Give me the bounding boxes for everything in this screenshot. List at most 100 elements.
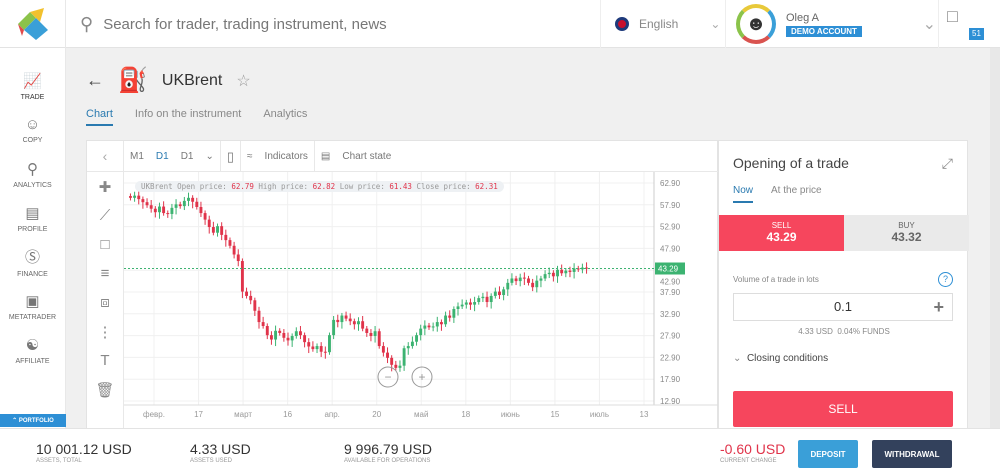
- tab-at-price[interactable]: At the price: [771, 185, 822, 196]
- candle: [220, 226, 224, 235]
- crosshair-icon[interactable]: ✚: [98, 178, 112, 196]
- rectangle-tool-icon[interactable]: □: [100, 236, 110, 253]
- candle: [166, 213, 170, 215]
- candle: [448, 315, 452, 318]
- language-selector[interactable]: English ⌄: [600, 0, 726, 48]
- text-tool-icon[interactable]: T: [100, 352, 110, 369]
- candle: [261, 322, 265, 327]
- candle: [427, 325, 431, 328]
- candle: [547, 272, 551, 275]
- candle: [319, 346, 323, 352]
- plus-icon[interactable]: +: [933, 297, 944, 317]
- candle: [344, 315, 348, 319]
- fibonacci-tool-icon[interactable]: ⧈: [100, 294, 110, 311]
- candle: [207, 219, 211, 228]
- chart-panel: ‹ M1 D1 D1 ⌄ ▯ ≈ Indicators ▤ Chart state ✚…: [86, 140, 719, 430]
- candle: [158, 206, 161, 213]
- person-icon: ☺: [24, 116, 41, 133]
- timeframe-d1[interactable]: D1: [155, 150, 169, 162]
- volume-cost: 4.33 USD 0.04% FUNDS: [719, 327, 969, 336]
- chart-state-button[interactable]: Chart state: [342, 150, 392, 162]
- deposit-button[interactable]: DEPOSIT: [798, 440, 858, 468]
- candle: [137, 195, 141, 200]
- search-input[interactable]: Search for trader, trading instrument, n…: [103, 16, 387, 33]
- instrument-header: ← ⛽ UKBrent ☆: [86, 66, 251, 95]
- uk-flag-icon: [615, 17, 629, 31]
- sidebar-item-metatrader[interactable]: ▣ METATRADER: [0, 284, 65, 328]
- withdrawal-button[interactable]: WITHDRAWAL: [872, 440, 952, 468]
- x-tick-label: июль: [590, 410, 609, 419]
- x-tick-label: июнь: [501, 410, 520, 419]
- chevron-down-icon: ⌄: [710, 17, 721, 31]
- sidebar-item-profile[interactable]: ▤ PROFILE: [0, 196, 65, 240]
- candle: [543, 274, 547, 279]
- footer: 10 001.12 USD ASSETS, TOTAL 4.33 USD ASSET…: [0, 428, 1000, 475]
- tab-now[interactable]: Now: [733, 185, 754, 203]
- star-icon[interactable]: ☆: [236, 72, 251, 90]
- candle: [129, 196, 132, 198]
- candle: [485, 296, 489, 303]
- sidebar-item-affiliate[interactable]: ☯ AFFILIATE: [0, 328, 65, 372]
- sell-button[interactable]: SELL: [733, 391, 953, 427]
- indicators-icon: ≈: [247, 150, 253, 162]
- sidebar-item-copy[interactable]: ☺ COPY: [0, 108, 65, 152]
- sidebar-item-trade[interactable]: 📈 TRADE: [0, 64, 65, 108]
- pattern-tool-icon[interactable]: ⋮: [97, 323, 113, 341]
- expand-icon[interactable]: ⤢: [941, 155, 953, 171]
- candle: [386, 352, 389, 358]
- sidebar-label: PROFILE: [17, 225, 48, 233]
- timeframe-m1[interactable]: M1: [130, 150, 144, 162]
- candle: [253, 300, 257, 311]
- candle: [199, 206, 203, 214]
- closing-conditions-toggle[interactable]: ⌄ Closing conditions: [733, 353, 828, 364]
- collapse-left-icon[interactable]: ‹: [87, 140, 124, 172]
- candle: [162, 206, 166, 214]
- x-tick-label: 16: [283, 410, 292, 419]
- price-chart[interactable]: февр. 17 март 16 апр. 20 май 18 июнь 15 июль 13 62.9…: [124, 172, 718, 430]
- account-menu[interactable]: ☻ Oleg A DEMO ACCOUNT ⌄: [736, 0, 936, 48]
- candle: [489, 295, 493, 303]
- scrollbar[interactable]: [990, 48, 1000, 428]
- sidebar-item-analytics[interactable]: ⚲ ANALYTICS: [0, 152, 65, 196]
- help-icon[interactable]: ?: [938, 272, 953, 287]
- channel-tool-icon[interactable]: ≡: [100, 265, 110, 282]
- portfolio-toggle[interactable]: ⌃ PORTFOLIO: [0, 414, 66, 427]
- back-arrow-icon[interactable]: ←: [86, 70, 104, 90]
- value: -0.60 USD: [720, 441, 786, 457]
- indicators-button[interactable]: Indicators: [259, 140, 315, 172]
- candle: [153, 208, 157, 213]
- candle: [477, 298, 481, 303]
- language-label: English: [639, 17, 679, 31]
- sidebar-item-finance[interactable]: Ⓢ FINANCE: [0, 240, 65, 284]
- cost-value: 4.33 USD: [798, 327, 833, 336]
- candle: [456, 306, 460, 310]
- buy-price-button[interactable]: BUY 43.32: [844, 215, 969, 251]
- chart-state-icon: ▤: [320, 150, 331, 162]
- logo[interactable]: [0, 0, 66, 48]
- candle: [406, 346, 410, 349]
- timeframe-select[interactable]: D1: [180, 150, 194, 162]
- candle: [257, 310, 261, 323]
- y-tick-label: 12.90: [660, 397, 681, 406]
- candle: [522, 277, 526, 279]
- volume-input[interactable]: 0.1 +: [733, 293, 953, 321]
- tab-info[interactable]: Info on the instrument: [134, 108, 242, 120]
- candle: [377, 331, 381, 347]
- line-tool-icon[interactable]: ⟋: [99, 207, 111, 224]
- candle-type-icon[interactable]: ▯: [221, 140, 242, 172]
- messages-count: 51: [969, 28, 984, 40]
- tab-chart[interactable]: Chart: [86, 108, 113, 126]
- candle: [269, 335, 273, 340]
- candle: [431, 326, 435, 328]
- sell-price-button[interactable]: SELL 43.29: [719, 215, 844, 251]
- candle: [560, 269, 564, 274]
- candle: [415, 335, 418, 342]
- sidebar-label: FINANCE: [17, 271, 48, 278]
- candle: [141, 199, 145, 203]
- messages-button[interactable]: □ 51: [938, 0, 990, 48]
- search-bar[interactable]: ⚲ Search for trader, trading instrument,…: [80, 14, 387, 35]
- candle: [340, 315, 344, 323]
- trash-icon[interactable]: 🗑: [95, 381, 115, 399]
- caption: ASSETS, TOTAL: [36, 458, 82, 464]
- tab-analytics[interactable]: Analytics: [263, 108, 308, 120]
